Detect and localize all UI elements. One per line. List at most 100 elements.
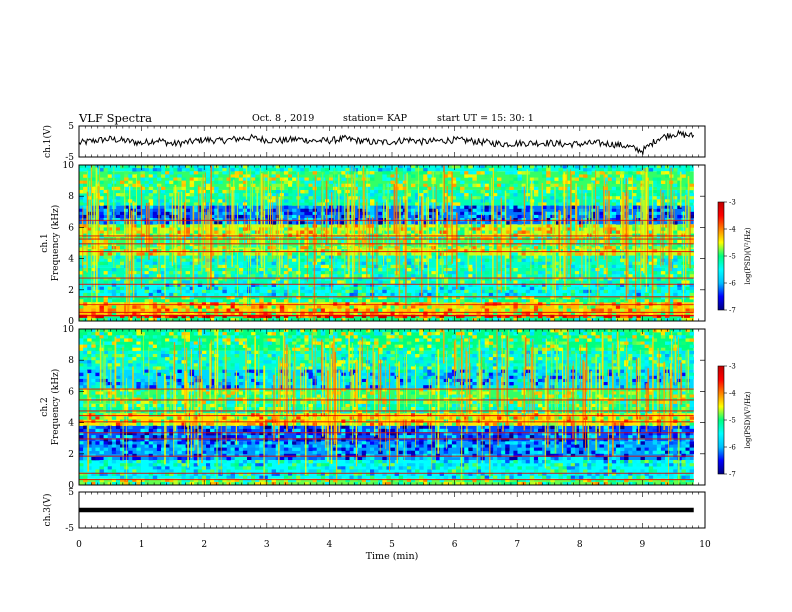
spectral-cell <box>538 274 543 278</box>
spectral-cell <box>308 193 313 197</box>
spectral-cell <box>115 214 121 219</box>
spectral-cell <box>517 249 522 253</box>
spectral-cell <box>382 299 387 303</box>
spectral-cell <box>181 308 186 312</box>
spectral-cell <box>247 202 252 206</box>
spectral-cell <box>464 190 469 194</box>
spectral-cell <box>513 233 518 237</box>
spectral-cell <box>242 186 248 191</box>
spectral-cell <box>267 224 272 228</box>
spectral-cell <box>111 274 117 278</box>
spectral-cell <box>214 286 219 291</box>
spectral-cell <box>304 236 309 241</box>
spectral-cell <box>267 199 272 203</box>
spectral-cell <box>128 296 133 300</box>
spectral-cell <box>378 292 383 297</box>
spectral-cell <box>152 314 158 319</box>
spectral-cell <box>665 174 670 178</box>
spectral-cell <box>591 243 596 247</box>
spectral-cell <box>316 196 322 200</box>
spectral-cell <box>111 283 117 287</box>
spectral-cell <box>390 280 395 284</box>
spectral-cell <box>140 311 145 315</box>
spectral-cell <box>107 227 113 231</box>
spectral-cell <box>107 230 113 234</box>
spectral-cell <box>251 193 256 197</box>
spectral-cell <box>341 171 346 175</box>
spectral-cell <box>128 283 133 287</box>
spectral-cell <box>529 252 535 256</box>
spectral-cell <box>271 221 276 225</box>
spectral-cell <box>206 177 211 181</box>
series-line-0 <box>78 129 695 156</box>
spectral-cell <box>431 243 436 247</box>
spectral-cell <box>435 168 440 172</box>
spectral-cell <box>529 277 535 281</box>
spectral-cell <box>632 308 637 312</box>
spectral-cell <box>669 308 674 312</box>
spectral-cell <box>464 311 469 315</box>
spectral-cell <box>370 190 375 194</box>
spectral-cell <box>476 239 481 244</box>
spectral-cell <box>595 177 600 181</box>
spectral-cell <box>259 283 264 287</box>
spectral-cell <box>177 283 182 287</box>
spectral-cell <box>214 280 219 284</box>
spectral-cell <box>566 283 572 287</box>
spectral-cell <box>554 246 559 250</box>
spectral-cell <box>595 202 600 206</box>
spectral-cell <box>636 261 641 266</box>
spectral-cell <box>345 308 350 312</box>
spectral-cell <box>148 190 154 194</box>
spectral-cell <box>599 268 604 272</box>
spectral-cell <box>517 174 522 178</box>
spectral-cell <box>607 211 613 216</box>
spectral-cell <box>521 258 526 262</box>
spectral-cell <box>124 311 129 315</box>
spectral-cell <box>689 214 694 219</box>
spectral-cell <box>480 246 485 250</box>
spectral-cell <box>300 171 305 175</box>
spectral-cell <box>341 230 346 234</box>
spectral-cell <box>374 252 379 256</box>
spectral-cell <box>173 277 178 281</box>
spectral-cell <box>480 268 485 272</box>
spectral-cell <box>210 214 215 219</box>
spectral-cell <box>451 177 457 181</box>
spectral-cell <box>406 239 412 244</box>
spectral-cell <box>185 193 190 197</box>
spectral-cell <box>279 186 285 191</box>
spectral-cell <box>456 186 461 191</box>
spectral-cell <box>152 243 158 247</box>
spectral-cell <box>677 268 682 272</box>
spectral-cell <box>365 221 371 225</box>
spectral-cell <box>443 258 449 262</box>
spectral-cell <box>189 305 195 309</box>
spectral-cell <box>517 243 522 247</box>
spectral-cell <box>173 314 178 319</box>
spectral-cell <box>316 165 322 169</box>
spectral-cell <box>390 305 395 309</box>
spectral-cell <box>234 239 240 244</box>
spectral-cell <box>304 274 309 278</box>
spectral-cell <box>361 283 367 287</box>
spectral-cell <box>591 230 596 234</box>
spectral-cell <box>197 246 203 250</box>
spectral-cell <box>451 274 457 278</box>
spectral-cell <box>206 302 211 306</box>
spectral-cell <box>185 202 190 206</box>
spectral-cell <box>279 292 285 297</box>
spectral-cell <box>79 205 84 209</box>
spectral-cell <box>517 289 522 294</box>
spectral-cell <box>677 180 682 184</box>
spectral-cell <box>476 230 481 234</box>
spectral-cell <box>193 332 199 336</box>
spectral-cell <box>300 292 305 297</box>
spectral-cell <box>525 208 531 213</box>
spectral-cell <box>546 224 551 228</box>
spectral-cell <box>370 311 375 315</box>
spectral-cell <box>632 299 637 303</box>
spectral-cell <box>402 277 408 281</box>
spectral-cell <box>324 171 330 175</box>
spectral-cell <box>341 221 346 225</box>
